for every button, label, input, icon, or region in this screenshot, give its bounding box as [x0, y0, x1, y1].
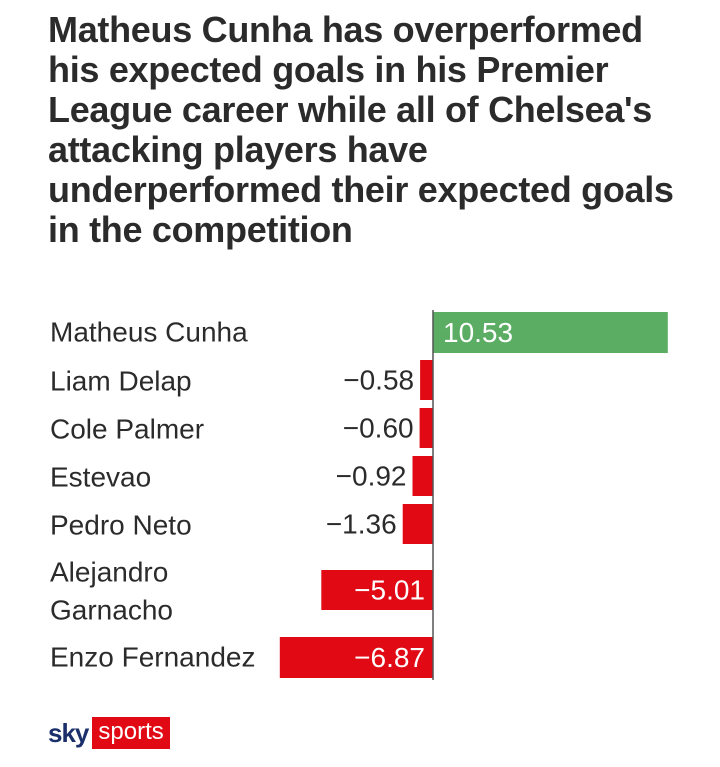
bar	[419, 408, 433, 448]
category-label: Pedro Neto	[50, 510, 192, 541]
bar	[433, 312, 668, 353]
category-label: Cole Palmer	[50, 414, 204, 445]
category-label: Matheus Cunha	[50, 317, 248, 348]
category-label: Enzo Fernandez	[50, 642, 255, 673]
chart-title: Matheus Cunha has overperformed his expe…	[48, 9, 674, 250]
logo-sports-text: sports	[92, 717, 170, 749]
data-label: −0.60	[343, 413, 414, 444]
bar	[420, 360, 433, 400]
data-label: −0.92	[336, 461, 407, 492]
data-label: −5.01	[354, 575, 425, 606]
bar	[279, 637, 433, 678]
sky-sports-logo: sky sports	[48, 716, 170, 750]
data-label: −6.87	[354, 642, 425, 673]
data-label: 10.53	[443, 317, 513, 348]
category-label: Liam Delap	[50, 366, 192, 397]
bar	[321, 570, 433, 610]
bar	[412, 456, 433, 496]
data-label: −1.36	[326, 509, 397, 540]
logo-sky-text: sky	[48, 717, 89, 748]
bar	[402, 504, 433, 544]
category-label: Estevao	[50, 462, 151, 493]
category-label: Alejandro	[50, 557, 168, 588]
category-label: Garnacho	[50, 595, 173, 626]
data-label: −0.58	[343, 365, 414, 396]
